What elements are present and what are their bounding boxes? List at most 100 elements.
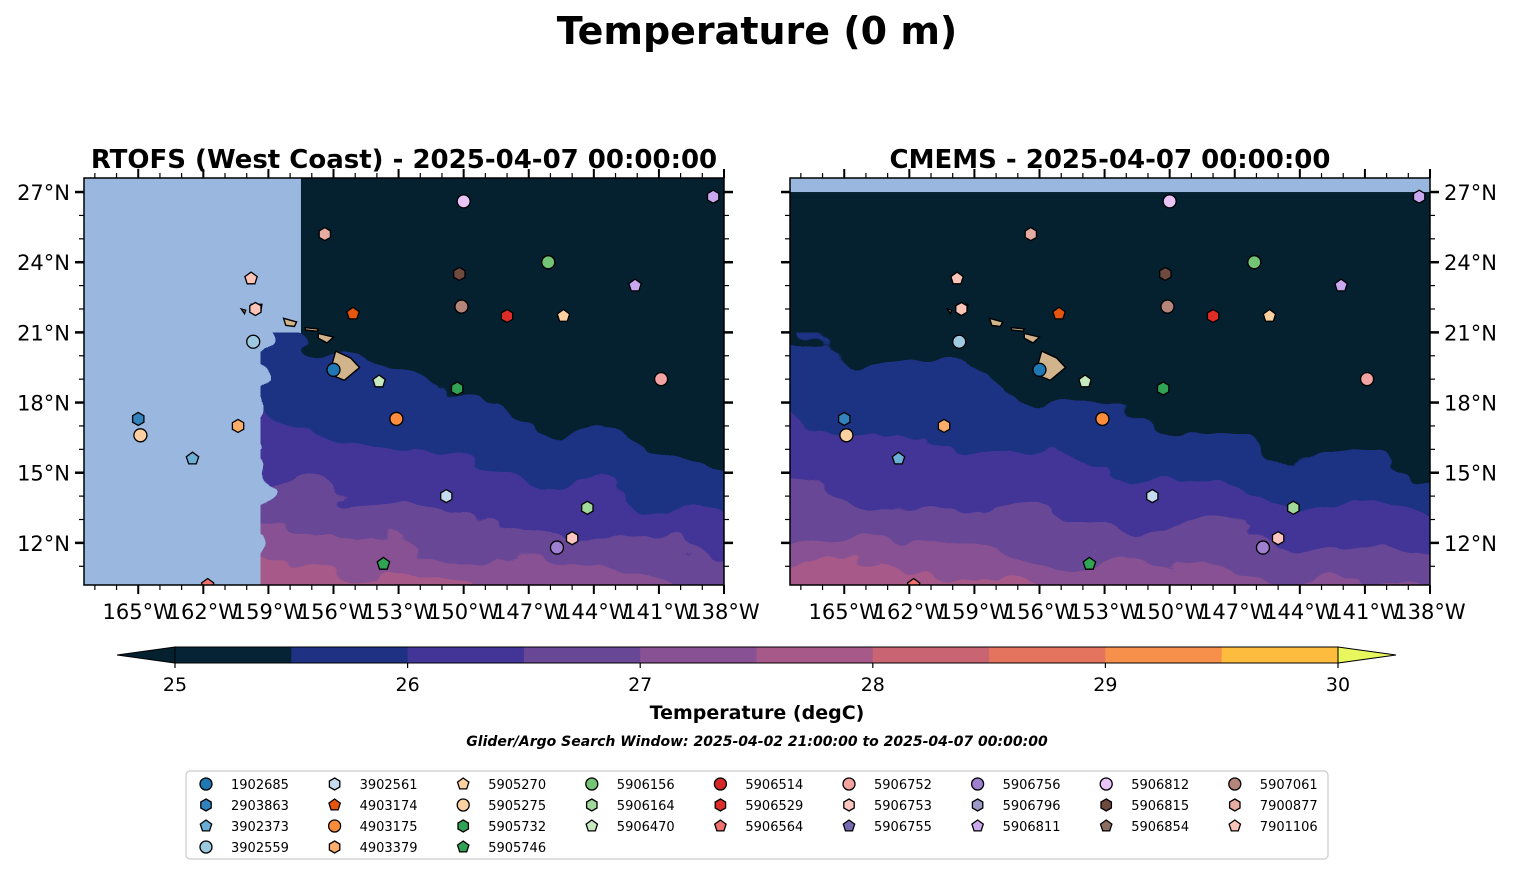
legend-item: 5905270	[456, 777, 546, 793]
float-marker-5906815	[1159, 266, 1172, 282]
temperature-colorbar: 25 26 27 28 29 30	[116, 646, 1397, 696]
float-marker-5905275	[839, 428, 854, 443]
legend-item: 5906815	[1100, 798, 1189, 814]
legend-item: 5906470	[585, 819, 675, 835]
colorbar-tick-label: 29	[1093, 674, 1117, 696]
legend-label: 5907061	[1260, 778, 1318, 793]
float-marker-5907061	[1160, 299, 1175, 314]
float-marker-5906753	[1271, 530, 1285, 546]
float-marker-5906156	[541, 255, 556, 270]
float-marker-5906811	[1334, 278, 1348, 292]
legend-label: 3902561	[360, 778, 418, 793]
panel-rtofs: RTOFS (West Coast) - 2025-04-07 00:00:00…	[17, 145, 760, 624]
colorbar-bin	[756, 647, 874, 663]
axes-cmems: 165°W162°W159°W156°W153°W150°W147°W144°W…	[781, 169, 1497, 624]
legend-label: 5905732	[488, 820, 546, 835]
legend-item: 5906756	[970, 777, 1061, 793]
legend-label: 2903863	[231, 799, 289, 814]
float-marker-5906470	[1078, 374, 1092, 388]
y-tick-label: 12°N	[1444, 532, 1497, 556]
float-marker-5905270	[556, 308, 571, 322]
x-tick-label: 147°W	[1199, 600, 1271, 624]
island-niihau	[945, 307, 953, 316]
legend-marker-2903863	[200, 798, 212, 812]
legend-marker-5905270	[456, 777, 470, 790]
island-niihau	[239, 307, 247, 316]
x-tick-label: 144°W	[1264, 600, 1336, 624]
legend-item: 5905746	[456, 840, 546, 856]
x-tick-label: 159°W	[939, 600, 1011, 624]
legend-marker-5906752	[842, 777, 856, 791]
legend-item: 5905732	[457, 819, 546, 835]
legend-item: 5906529	[714, 798, 803, 814]
float-marker-5905732	[450, 381, 464, 396]
x-tick-label: 141°W	[1329, 600, 1401, 624]
legend-label: 5906514	[745, 778, 803, 793]
y-tick-label: 18°N	[17, 392, 70, 416]
legend-label: 5906815	[1131, 799, 1189, 814]
float-marker-3902561	[1146, 488, 1159, 504]
legend-label: 5906811	[1003, 820, 1061, 835]
colorbar-frame	[174, 646, 1339, 664]
legend-marker-7901106	[1228, 819, 1242, 832]
x-tick-label: 144°W	[558, 600, 630, 624]
y-tick-label: 18°N	[1444, 392, 1497, 416]
float-marker-5906901	[955, 301, 968, 317]
float-marker-3902373	[185, 451, 200, 465]
legend-label: 5905746	[488, 841, 546, 856]
float-marker-5906756	[1255, 540, 1271, 555]
legend-marker-4903174	[328, 798, 342, 811]
legend-item: 5906811	[971, 819, 1061, 835]
float-marker-5906156	[1247, 255, 1262, 270]
y-tick-label: 21°N	[17, 321, 70, 345]
y-tick-label: 21°N	[1444, 321, 1497, 345]
x-tick-label: 138°W	[1394, 600, 1466, 624]
colorbar-bin	[291, 647, 409, 663]
legend-frame	[185, 770, 1329, 860]
legend-marker-5905275	[456, 798, 470, 812]
float-legend: 1902685 2903863 3902373 3902559 3902561 49031…	[185, 770, 1329, 860]
float-marker-5906529	[1206, 308, 1220, 324]
float-marker-4903174	[346, 306, 360, 320]
float-marker-5905270	[1262, 308, 1277, 322]
figure-suptitle: Temperature (0 m)	[557, 9, 958, 53]
legend-entries: 1902685 2903863 3902373 3902559 3902561 49031…	[199, 777, 1318, 856]
legend-item: 7900877	[1228, 798, 1318, 814]
float-marker-5906812	[1162, 194, 1177, 209]
legend-item: 5906796	[971, 798, 1061, 814]
float-marker-2903863	[837, 411, 851, 427]
legend-item: 5906752	[842, 777, 932, 793]
colorbar-bin	[1105, 647, 1223, 663]
legend-item: 3902559	[199, 840, 289, 856]
island-maui	[1023, 332, 1041, 344]
legend-item: 3902561	[328, 777, 418, 793]
colorbar-bin	[872, 647, 990, 663]
colorbar-tick-label: 25	[163, 674, 187, 696]
legend-label: 5906755	[874, 820, 932, 835]
legend-label: 3902559	[231, 841, 289, 856]
float-marker-5906811	[628, 278, 642, 292]
y-tick-label: 27°N	[17, 181, 70, 205]
legend-marker-3902561	[328, 777, 341, 791]
island-oahu	[988, 317, 1004, 328]
legend-label: 5906854	[1131, 820, 1189, 835]
float-marker-5906564	[906, 577, 921, 585]
legend-label: 5905275	[488, 799, 546, 814]
legend-label: 5906796	[1003, 799, 1061, 814]
float-marker-5906164	[581, 500, 594, 516]
float-marker-5906752	[653, 372, 669, 387]
float-marker-5905732	[1156, 381, 1170, 396]
float-marker-7901106	[244, 271, 258, 285]
float-marker-4903175	[389, 411, 404, 427]
legend-marker-5906514	[713, 777, 728, 791]
panel-title-cmems: CMEMS - 2025-04-07 00:00:00	[890, 145, 1331, 175]
x-tick-label: 153°W	[363, 600, 435, 624]
island-oahu	[282, 317, 298, 328]
legend-item: 7901106	[1228, 819, 1318, 835]
legend-marker-5905732	[457, 819, 470, 833]
float-marker-4903379	[231, 418, 245, 434]
float-marker-5905746	[376, 556, 391, 570]
temperature-band	[260, 552, 513, 585]
legend-item: 5906164	[585, 798, 675, 814]
map-frame	[789, 177, 1431, 586]
